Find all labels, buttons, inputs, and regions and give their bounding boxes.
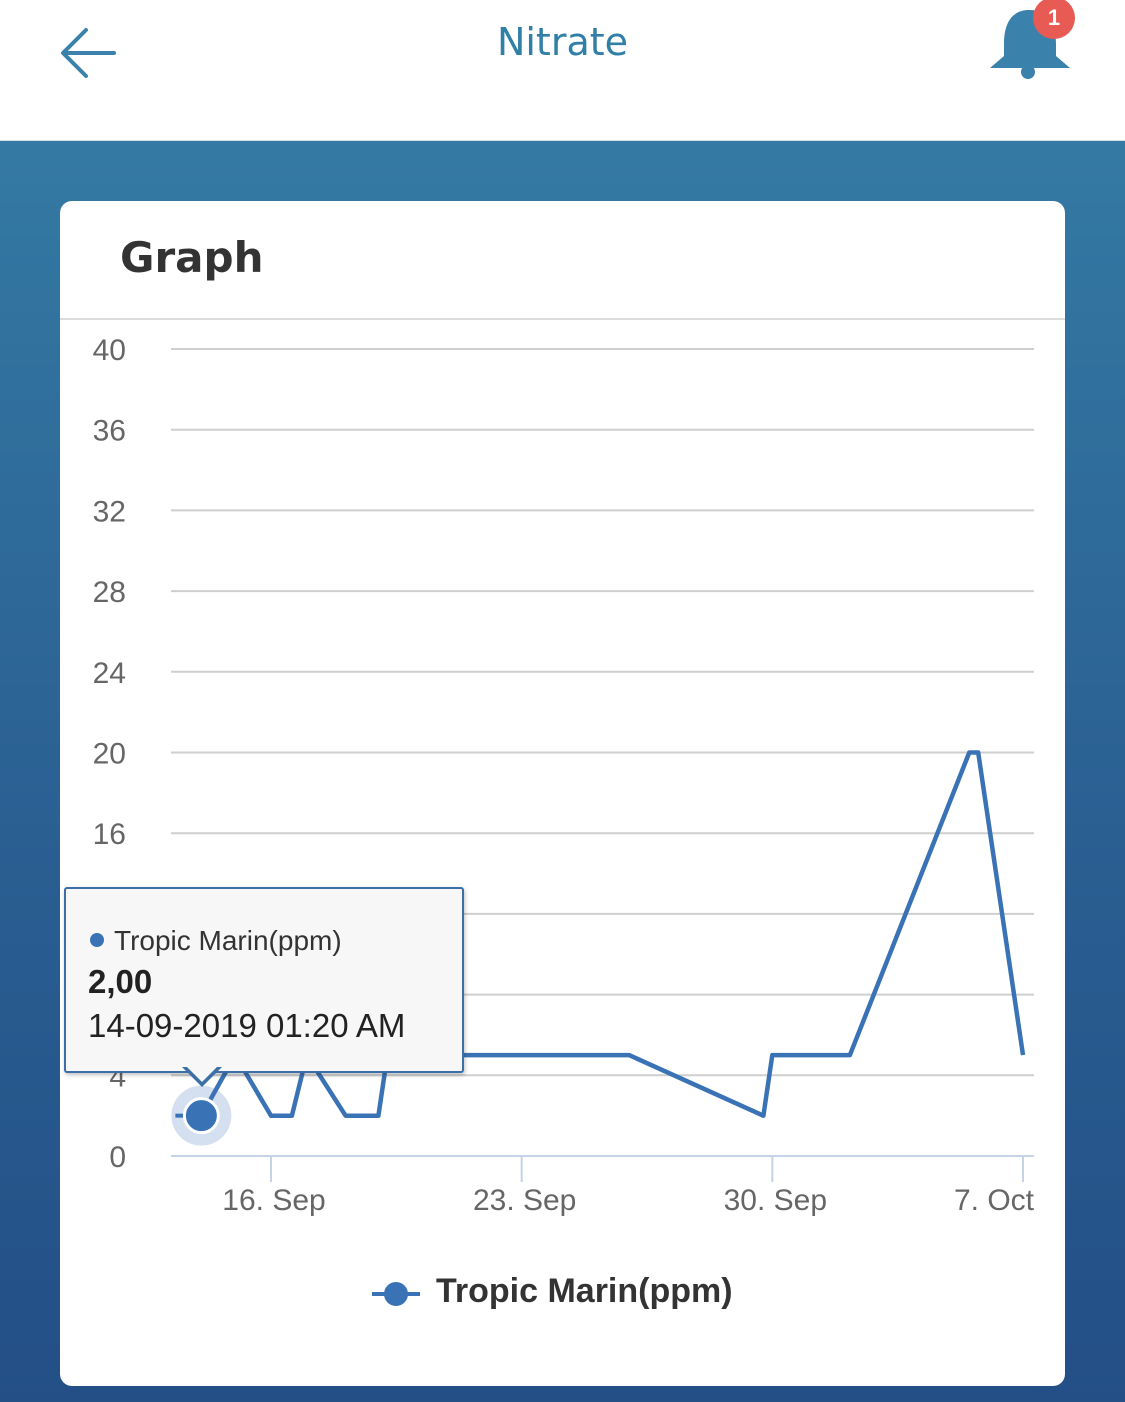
x-tick-label: 7. Oct (954, 1184, 1035, 1217)
graph-card: Graph (60, 201, 1065, 1386)
legend-label: Tropic Marin(ppm) (436, 1272, 733, 1310)
back-button[interactable] (52, 10, 124, 82)
y-tick-label: 40 (93, 334, 126, 367)
x-tick-label: 23. Sep (473, 1184, 576, 1217)
card-header: Graph (60, 201, 1065, 320)
legend-marker-icon (372, 1282, 420, 1306)
tooltip-series-label: Tropic Marin(ppm) (114, 925, 342, 956)
x-tick-label: 30. Sep (724, 1184, 827, 1217)
y-tick-label: 20 (93, 738, 126, 771)
arrow-left-icon (61, 28, 116, 78)
x-tick-label: 16. Sep (222, 1184, 325, 1217)
tooltip-pointer-fill (185, 1065, 219, 1082)
top-bar: Nitrate 1 (0, 0, 1125, 141)
y-tick-label: 16 (93, 818, 126, 851)
tooltip-value: 2,00 (88, 963, 153, 1000)
page-title: Nitrate (496, 20, 629, 64)
y-tick-label: 36 (93, 415, 126, 448)
card-title: Graph (120, 233, 264, 282)
data-point-highlighted (182, 1097, 220, 1135)
chart-tooltip: Tropic Marin(ppm) 2,00 14-09-2019 01:20 … (64, 887, 464, 1073)
y-tick-label: 24 (93, 657, 126, 690)
tooltip-timestamp: 14-09-2019 01:20 AM (88, 1007, 406, 1044)
y-tick-label: 0 (109, 1141, 126, 1174)
y-tick-label: 32 (93, 495, 126, 528)
tooltip-series: Tropic Marin(ppm) (90, 925, 342, 957)
y-tick-label: 28 (93, 576, 126, 609)
series-dot-icon (90, 932, 104, 947)
notification-badge: 1 (1033, 0, 1075, 39)
